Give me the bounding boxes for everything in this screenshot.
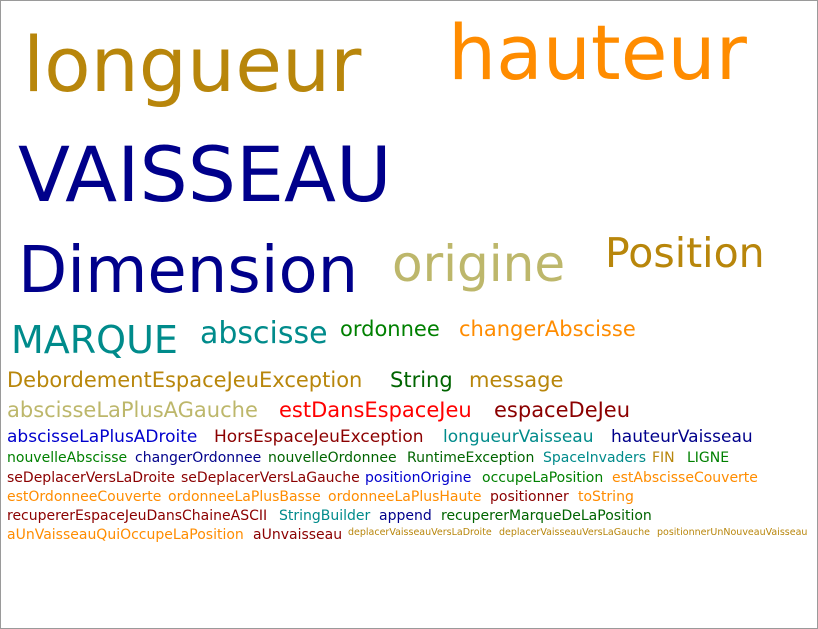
word-cloud-word: positionOrigine	[365, 470, 472, 486]
word-cloud-word: SpaceInvaders	[543, 450, 647, 466]
word-cloud-word: abscisse	[200, 316, 328, 351]
word-cloud-word: abscisseLaPlusAGauche	[7, 398, 258, 422]
word-cloud-word: seDeplacerVersLaDroite	[7, 470, 176, 486]
word-cloud-word: changerAbscisse	[459, 317, 636, 341]
word-cloud-word: deplacerVaisseauVersLaGauche	[499, 527, 651, 538]
word-cloud-word: HorsEspaceJeuException	[214, 427, 424, 447]
word-cloud-word: deplacerVaisseauVersLaDroite	[348, 527, 492, 538]
word-cloud-word: Dimension	[18, 234, 359, 308]
word-cloud-word: FIN	[652, 450, 675, 466]
word-cloud-word: estAbscisseCouverte	[612, 470, 758, 486]
word-cloud-word: toString	[578, 489, 634, 505]
word-cloud-word: longueur	[23, 20, 362, 109]
word-cloud-word: occupeLaPosition	[482, 470, 604, 486]
word-cloud-word: append	[379, 508, 432, 524]
word-cloud-word: LIGNE	[687, 450, 730, 466]
word-cloud-word: VAISSEAU	[18, 130, 392, 219]
word-cloud-word: RuntimeException	[407, 450, 535, 466]
word-cloud-word: nouvelleOrdonnee	[268, 450, 397, 466]
word-cloud-word: espaceDeJeu	[494, 398, 631, 422]
word-cloud-word: recupererEspaceJeuDansChaineASCII	[7, 508, 268, 524]
word-cloud-word: positionnerUnNouveauVaisseau	[657, 527, 808, 538]
word-cloud-word: DebordementEspaceJeuException	[7, 368, 363, 392]
word-cloud-word: aUnVaisseauQuiOccupeLaPosition	[7, 527, 244, 543]
word-cloud-word: ordonneeLaPlusBasse	[168, 489, 321, 505]
word-cloud-word: aUnvaisseau	[253, 527, 343, 543]
word-cloud-word: recupererMarqueDeLaPosition	[441, 508, 652, 524]
word-cloud-word: StringBuilder	[279, 508, 371, 524]
word-cloud-word: estOrdonneeCouverte	[7, 489, 162, 505]
word-cloud-word: seDeplacerVersLaGauche	[181, 470, 360, 486]
word-cloud-word: longueurVaisseau	[443, 427, 594, 447]
word-cloud-word: estDansEspaceJeu	[279, 398, 472, 422]
word-cloud-word: ordonneeLaPlusHaute	[328, 489, 482, 505]
word-cloud-word: ordonnee	[340, 317, 440, 341]
word-cloud-word: message	[469, 368, 564, 392]
word-cloud-word: String	[390, 368, 453, 392]
word-cloud-word: abscisseLaPlusADroite	[7, 427, 198, 447]
word-cloud-word: nouvelleAbscisse	[7, 450, 128, 466]
word-cloud-word: origine	[392, 235, 566, 293]
word-cloud-word: MARQUE	[11, 318, 178, 362]
word-cloud-word: changerOrdonnee	[135, 450, 262, 466]
word-cloud-word: hauteur	[448, 8, 747, 97]
word-cloud-word: hauteurVaisseau	[611, 427, 753, 447]
word-cloud-word: positionner	[490, 489, 569, 505]
word-cloud-word: Position	[605, 229, 765, 277]
